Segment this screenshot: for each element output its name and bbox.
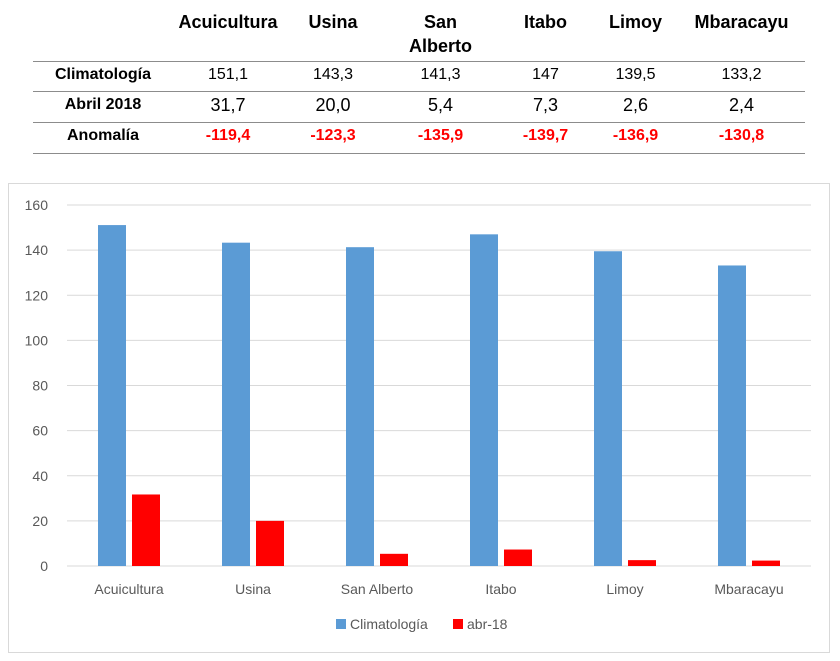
chart-frame: 0 20 40 60 80 100 120 140 160 Acuicultura Usina Sa… bbox=[8, 183, 830, 653]
y-tick-label: 140 bbox=[25, 242, 49, 258]
cell-anom-usina: -123,3 bbox=[310, 127, 356, 144]
bar-abr-18 bbox=[628, 560, 656, 566]
cell-abr-limoy: 2,6 bbox=[622, 95, 649, 115]
col-header-itabo: Itabo bbox=[524, 12, 567, 32]
x-tick-label: Acuicultura bbox=[94, 581, 163, 597]
bar-climatologia bbox=[470, 234, 498, 567]
bar-abr-18 bbox=[132, 494, 160, 566]
row-label-abril-2018: Abril 2018 bbox=[64, 96, 142, 113]
cell-anom-mbaracayu: -130,8 bbox=[718, 127, 765, 144]
y-tick-label: 20 bbox=[32, 513, 48, 529]
y-tick-label: 120 bbox=[25, 287, 49, 303]
col-header-san-alberto: San Alberto bbox=[409, 12, 472, 56]
cell-clim-limoy: 139,5 bbox=[615, 66, 656, 83]
row-label-anomalia: Anomalía bbox=[66, 127, 139, 144]
col-header-limoy: Limoy bbox=[608, 12, 662, 32]
bar-climatologia bbox=[346, 247, 374, 566]
x-tick-label: San Alberto bbox=[341, 581, 414, 597]
col-header-usina: Usina bbox=[308, 12, 358, 32]
x-tick-label: Mbaracayu bbox=[714, 581, 783, 597]
y-tick-label: 100 bbox=[25, 332, 49, 348]
cell-anom-san-alberto: -135,9 bbox=[417, 127, 464, 144]
bar-abr-18 bbox=[752, 560, 780, 566]
y-tick-label: 160 bbox=[25, 197, 49, 213]
cell-anom-acuicultura: -119,4 bbox=[205, 127, 251, 144]
x-tick-label: Usina bbox=[235, 581, 271, 597]
y-tick-label: 40 bbox=[32, 468, 48, 484]
legend-label: abr-18 bbox=[467, 616, 508, 632]
col-header-acuicultura: Acuicultura bbox=[178, 12, 278, 32]
y-tick-label: 60 bbox=[32, 423, 48, 439]
bar-chart: 0 20 40 60 80 100 120 140 160 Acuicultura Usina Sa… bbox=[25, 197, 811, 632]
x-axis-ticks: Acuicultura Usina San Alberto Itabo Limoy Mba… bbox=[94, 581, 783, 597]
legend-swatch bbox=[453, 619, 463, 629]
legend-label: Climatología bbox=[350, 616, 428, 632]
bar-climatologia bbox=[98, 225, 126, 566]
cell-clim-usina: 143,3 bbox=[312, 66, 354, 83]
bar-abr-18 bbox=[256, 520, 284, 566]
gridlines bbox=[67, 204, 811, 567]
x-tick-label: Itabo bbox=[485, 581, 516, 597]
bars bbox=[98, 225, 780, 567]
row-label-climatologia: Climatología bbox=[54, 66, 151, 83]
cell-clim-mbaracayu: 133,2 bbox=[721, 66, 762, 83]
bar-climatologia bbox=[594, 251, 622, 567]
bar-climatologia bbox=[222, 242, 250, 566]
cell-abr-usina: 20,0 bbox=[315, 95, 351, 115]
table-rule bbox=[33, 122, 805, 123]
cell-clim-acuicultura: 151,1 bbox=[207, 66, 249, 83]
cell-abr-san-alberto: 5,4 bbox=[427, 95, 454, 115]
y-tick-label: 80 bbox=[32, 378, 48, 394]
table-rule bbox=[33, 61, 805, 62]
legend: Climatología abr-18 bbox=[336, 616, 508, 632]
cell-abr-itabo: 7,3 bbox=[532, 95, 559, 115]
y-tick-label: 0 bbox=[40, 558, 48, 574]
cell-clim-san-alberto: 141,3 bbox=[420, 66, 461, 83]
table-rule bbox=[33, 91, 805, 92]
bar-abr-18 bbox=[504, 549, 532, 566]
cell-abr-mbaracayu: 2,4 bbox=[728, 95, 755, 115]
x-tick-label: Limoy bbox=[606, 581, 643, 597]
bar-abr-18 bbox=[380, 553, 408, 566]
legend-swatch bbox=[336, 619, 346, 629]
cell-anom-limoy: -136,9 bbox=[612, 127, 659, 144]
cell-abr-acuicultura: 31,7 bbox=[210, 95, 246, 115]
y-axis-ticks: 0 20 40 60 80 100 120 140 160 bbox=[25, 197, 49, 574]
col-header-mbaracayu: Mbaracayu bbox=[694, 12, 789, 32]
cell-anom-itabo: -139,7 bbox=[522, 127, 569, 144]
cell-clim-itabo: 147 bbox=[532, 66, 559, 83]
table-rule bbox=[33, 153, 805, 154]
bar-climatologia bbox=[718, 265, 746, 566]
data-table: Acuicultura Usina San Alberto Itabo Limo… bbox=[33, 0, 805, 160]
